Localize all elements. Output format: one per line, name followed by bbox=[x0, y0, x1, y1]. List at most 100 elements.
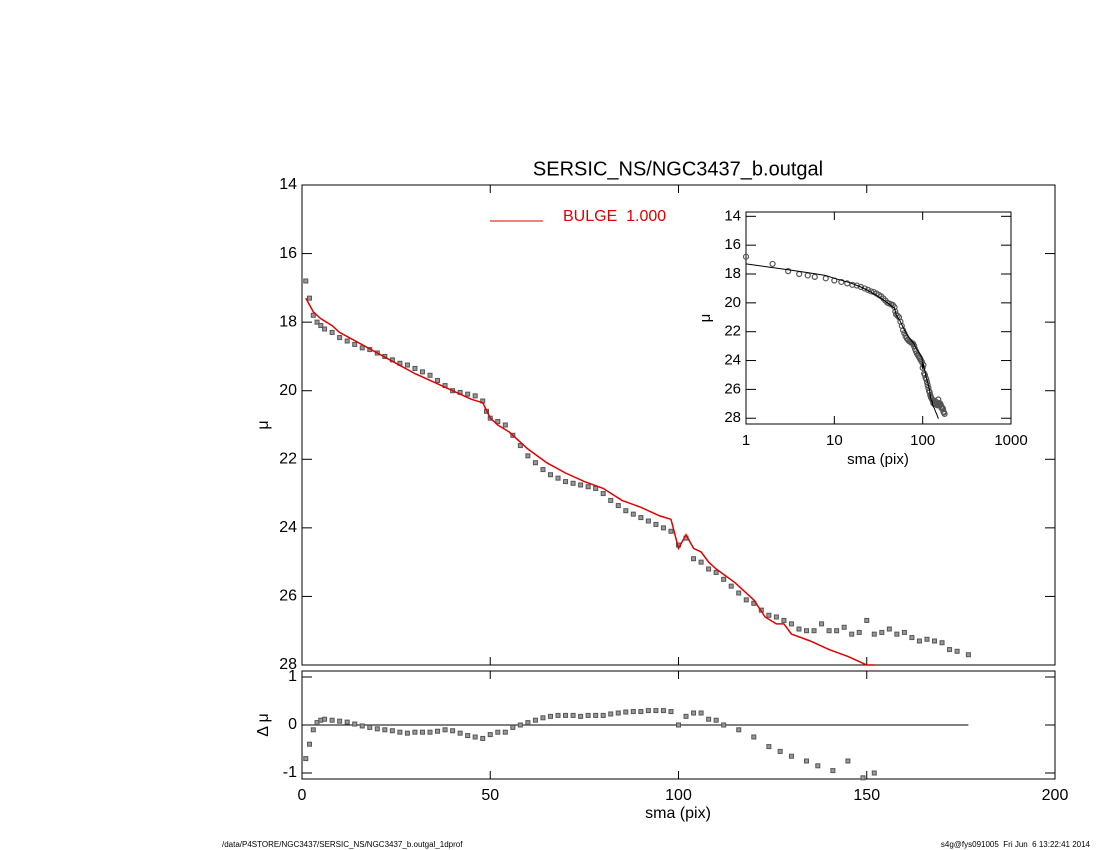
y-tick-label: 26 bbox=[724, 380, 741, 397]
data-point bbox=[329, 329, 335, 335]
data-point bbox=[517, 443, 523, 449]
model-line bbox=[305, 297, 875, 666]
data-point bbox=[310, 312, 316, 318]
residual-point bbox=[450, 728, 456, 734]
inset-point bbox=[811, 273, 818, 280]
data-point bbox=[932, 638, 938, 644]
residual-point bbox=[337, 718, 343, 724]
residual-point bbox=[367, 724, 373, 730]
data-point bbox=[743, 597, 749, 603]
inset-point bbox=[804, 272, 811, 279]
residual-point bbox=[815, 763, 821, 769]
residual-point bbox=[691, 710, 697, 716]
x-tick-label: 1 bbox=[742, 432, 750, 449]
inset-point bbox=[864, 286, 872, 293]
residual-point bbox=[303, 756, 309, 762]
data-point bbox=[819, 621, 825, 627]
residual-point bbox=[600, 712, 606, 718]
inset-point bbox=[920, 361, 927, 368]
residual-point bbox=[457, 730, 463, 736]
y-tick-label: 22 bbox=[724, 323, 741, 340]
residual-point bbox=[547, 713, 553, 719]
y-tick-label: 16 bbox=[279, 245, 297, 262]
residual-point bbox=[359, 723, 365, 729]
residual-point bbox=[517, 722, 523, 728]
residual-point bbox=[389, 728, 395, 734]
y-tick-label: 14 bbox=[279, 176, 297, 193]
residual-point bbox=[804, 758, 810, 764]
data-point bbox=[668, 528, 674, 534]
inset-point bbox=[785, 268, 792, 275]
data-point bbox=[435, 377, 441, 383]
data-point bbox=[525, 453, 531, 459]
residual-point bbox=[623, 709, 629, 715]
y-tick-label: 14 bbox=[724, 207, 741, 224]
residual-point bbox=[525, 720, 531, 726]
data-point bbox=[412, 365, 418, 371]
residual-point bbox=[532, 717, 538, 723]
data-point bbox=[615, 503, 621, 509]
data-point bbox=[766, 612, 772, 618]
inset-point bbox=[769, 260, 776, 268]
data-point bbox=[653, 521, 659, 527]
residual-point bbox=[374, 726, 380, 732]
data-point bbox=[555, 475, 561, 481]
legend-label: BULGE 1.000 bbox=[563, 208, 666, 225]
residual-point bbox=[721, 722, 727, 728]
residual-point bbox=[777, 748, 783, 754]
residual-point bbox=[412, 729, 418, 735]
residual-point bbox=[845, 758, 851, 764]
data-point bbox=[834, 628, 840, 634]
residual-point bbox=[751, 734, 757, 740]
data-point bbox=[721, 576, 727, 582]
residual-point bbox=[397, 729, 403, 735]
y-tick-label: 20 bbox=[724, 294, 741, 311]
residual-point bbox=[329, 717, 335, 723]
data-point bbox=[307, 295, 313, 301]
residual-point bbox=[578, 713, 584, 719]
y-tick-label: 26 bbox=[279, 588, 297, 605]
y-tick-label: 1 bbox=[288, 668, 297, 685]
y-tick-label: 28 bbox=[724, 409, 741, 426]
x-tick-label: 200 bbox=[1042, 787, 1069, 804]
residual-point bbox=[608, 711, 614, 717]
residual-point bbox=[502, 729, 508, 735]
residual-point bbox=[570, 712, 576, 718]
y-axis-label: Δ μ bbox=[255, 713, 272, 736]
residual-point bbox=[472, 734, 478, 740]
x-tick-label: 50 bbox=[481, 787, 499, 804]
data-point bbox=[781, 617, 787, 623]
residual-point bbox=[344, 719, 350, 725]
residual-point bbox=[593, 712, 599, 718]
data-point bbox=[547, 472, 553, 478]
inset-frame bbox=[745, 211, 1012, 425]
data-point bbox=[352, 341, 358, 347]
x-tick-label: 1000 bbox=[994, 432, 1027, 449]
data-point bbox=[901, 629, 907, 635]
residual-point bbox=[419, 729, 425, 735]
residual-point bbox=[713, 717, 719, 723]
data-point bbox=[947, 647, 953, 653]
y-tick-label: 16 bbox=[724, 236, 741, 253]
residual-point bbox=[660, 708, 666, 714]
x-tick-label: 0 bbox=[298, 787, 307, 804]
data-point bbox=[359, 345, 365, 351]
data-point bbox=[736, 590, 742, 596]
y-tick-label: 24 bbox=[279, 519, 297, 536]
chart-title: SERSIC_NS/NGC3437_b.outgal bbox=[533, 158, 823, 180]
residual-point bbox=[487, 732, 493, 738]
data-point bbox=[773, 614, 779, 620]
main-frame bbox=[301, 184, 1056, 666]
data-point bbox=[314, 319, 320, 325]
data-point bbox=[954, 648, 960, 654]
residual-point bbox=[382, 727, 388, 733]
residual-point bbox=[307, 741, 313, 747]
residual-point bbox=[668, 709, 674, 715]
inset-point bbox=[894, 312, 901, 319]
data-point bbox=[472, 393, 478, 399]
residual-point bbox=[871, 770, 877, 776]
residual-point bbox=[698, 710, 704, 716]
data-point bbox=[879, 629, 885, 635]
